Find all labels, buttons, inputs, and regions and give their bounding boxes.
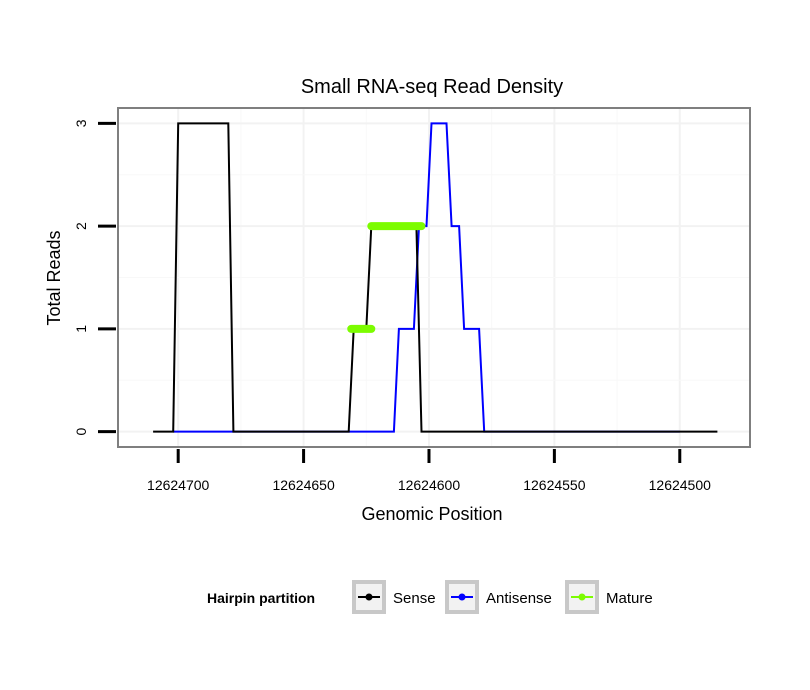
legend-point-sense: [365, 593, 373, 601]
legend-label-sense: Sense: [393, 590, 436, 607]
legend-label-antisense: Antisense: [486, 590, 552, 607]
x-tick-label: 12624600: [398, 477, 461, 493]
legend-item-antisense: Antisense: [445, 580, 552, 614]
y-tick-label: 1: [73, 325, 89, 333]
legend-point-mature: [578, 593, 586, 601]
x-tick-label: 12624700: [147, 477, 210, 493]
x-tick-label: 12624550: [523, 477, 586, 493]
legend-item-sense: Sense: [352, 580, 436, 614]
x-axis-label: Genomic Position: [361, 504, 502, 524]
x-tick-label: 12624500: [649, 477, 712, 493]
y-axis-label: Total Reads: [44, 230, 64, 325]
legend-title: Hairpin partition: [207, 590, 315, 606]
y-tick-label: 0: [73, 427, 89, 435]
x-tick-label: 12624650: [272, 477, 335, 493]
legend-item-mature: Mature: [565, 580, 653, 614]
y-tick-label: 2: [73, 222, 89, 230]
y-axis: 0 1 2 3: [73, 119, 116, 435]
x-axis: 12624700 12624650 12624600 12624550 12624500: [147, 449, 711, 493]
legend-label-mature: Mature: [606, 590, 653, 607]
legend: Hairpin partition Sense Antisense Mature: [207, 580, 653, 614]
y-tick-label: 3: [73, 119, 89, 127]
chart-title: Small RNA-seq Read Density: [301, 76, 563, 98]
legend-point-antisense: [458, 593, 466, 601]
plot-panel-border: [117, 107, 751, 448]
series-layer: [153, 122, 718, 433]
